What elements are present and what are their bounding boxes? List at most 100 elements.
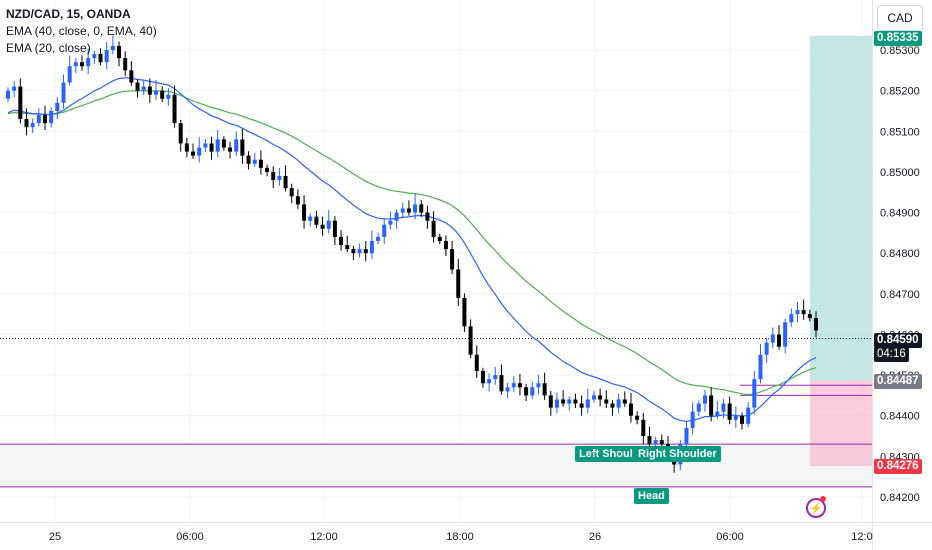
candle-body — [814, 318, 818, 331]
candle-body — [721, 403, 726, 412]
price-tick-label: 0.84700 — [880, 289, 920, 301]
candle-body — [400, 208, 405, 213]
candle-body — [598, 395, 603, 400]
candle-body — [178, 123, 183, 144]
stop-price-tag: 0.84276 — [874, 459, 922, 474]
ema40-legend[interactable]: EMA (40, close, 0, EMA, 40) — [6, 24, 157, 38]
candle-body — [295, 196, 300, 205]
candle-body — [110, 45, 115, 50]
countdown-tag: 04:16 — [874, 347, 909, 362]
candle-body — [302, 204, 307, 221]
candle-body — [696, 403, 701, 412]
candle-body — [234, 139, 239, 152]
candle-body — [36, 115, 41, 124]
candle-body — [30, 123, 35, 128]
candle-body — [265, 167, 270, 172]
candle-body — [480, 371, 485, 384]
candle-body — [277, 175, 282, 181]
price-tick-label: 0.85300 — [880, 45, 920, 57]
left-shoulder-label[interactable]: Left Shoul — [575, 446, 637, 462]
candle-body — [240, 139, 245, 156]
price-tick-label: 0.84400 — [880, 411, 920, 423]
time-tick-label: 26 — [589, 531, 601, 543]
entry-price-tag: 0.84487 — [874, 374, 922, 389]
candle-body — [579, 403, 584, 408]
candle-body — [758, 354, 763, 380]
candle-body — [764, 342, 769, 355]
candle-body — [147, 86, 152, 95]
candle-body — [314, 216, 319, 225]
candle-body — [610, 403, 615, 408]
price-axis[interactable]: 0.85300 0.85200 0.85100 0.85000 0.84900 0.848… — [880, 45, 920, 504]
price-tick-label: 0.85200 — [880, 86, 920, 98]
candle-body — [709, 395, 714, 416]
time-axis[interactable]: 25 06:00 12:00 18:00 26 06:00 12:0 — [49, 531, 873, 543]
candle-body — [289, 188, 294, 197]
price-tick-label: 0.85100 — [880, 126, 920, 138]
candle-body — [376, 236, 381, 241]
candle-body — [67, 66, 72, 83]
price-tick-label: 0.84900 — [880, 208, 920, 220]
candle-body — [332, 220, 337, 237]
candle-body — [690, 411, 695, 428]
candle-body — [585, 399, 590, 408]
target-price-tag: 0.85335 — [874, 31, 922, 46]
candle-body — [431, 220, 436, 237]
candle-body — [92, 54, 97, 59]
candle-body — [554, 399, 559, 408]
candle-body — [746, 407, 751, 424]
candle-body — [351, 249, 356, 254]
candle-body — [702, 395, 707, 404]
head-label[interactable]: Head — [634, 488, 669, 504]
candle-body — [715, 411, 720, 416]
candle-body — [413, 204, 418, 213]
candle-body — [733, 415, 738, 420]
candle-body — [388, 220, 393, 225]
candle-body — [406, 208, 411, 213]
candle-body — [635, 415, 640, 420]
symbol-title[interactable]: NZD/CAD, 15, OANDA — [6, 7, 131, 21]
candle-body — [86, 58, 91, 67]
candle-body — [573, 399, 578, 404]
candle-body — [524, 387, 529, 396]
candle-body — [24, 119, 29, 128]
ema40-line — [7, 90, 817, 396]
candle-body — [517, 383, 522, 388]
candle-body — [561, 399, 566, 404]
candle-body — [628, 403, 633, 416]
candle-body — [160, 90, 165, 99]
candle-body — [382, 224, 387, 237]
candle-body — [345, 245, 350, 250]
candle-body — [129, 70, 134, 83]
time-tick-label: 25 — [49, 531, 61, 543]
candle-body — [357, 249, 362, 254]
price-tick-label: 0.84800 — [880, 248, 920, 260]
candle-body — [172, 94, 177, 124]
candle-body — [622, 399, 627, 404]
candle-body — [604, 399, 609, 404]
candle-body — [505, 387, 510, 392]
candle-body — [18, 86, 23, 120]
ema20-line — [7, 77, 817, 422]
candle-body — [73, 62, 78, 67]
candle-body — [437, 236, 442, 241]
candle-body — [215, 139, 220, 152]
candle-body — [419, 204, 424, 213]
candle-body — [228, 147, 233, 152]
candle-body — [801, 310, 806, 315]
stop-zone — [810, 380, 872, 467]
candle-body — [49, 110, 54, 124]
right-shoulder-label[interactable]: Right Shoulder — [634, 446, 721, 462]
candle-body — [363, 249, 368, 254]
candle-body — [425, 212, 430, 221]
candle-body — [542, 383, 547, 396]
candle-body — [770, 334, 775, 343]
candle-body — [326, 220, 331, 229]
currency-button[interactable]: CAD — [877, 5, 923, 31]
lightning-icon[interactable]: ⚡ — [806, 498, 826, 518]
candle-body — [283, 175, 288, 189]
ema20-legend[interactable]: EMA (20, close) — [6, 41, 91, 55]
candle-body — [203, 143, 208, 148]
candle-body — [197, 147, 202, 156]
